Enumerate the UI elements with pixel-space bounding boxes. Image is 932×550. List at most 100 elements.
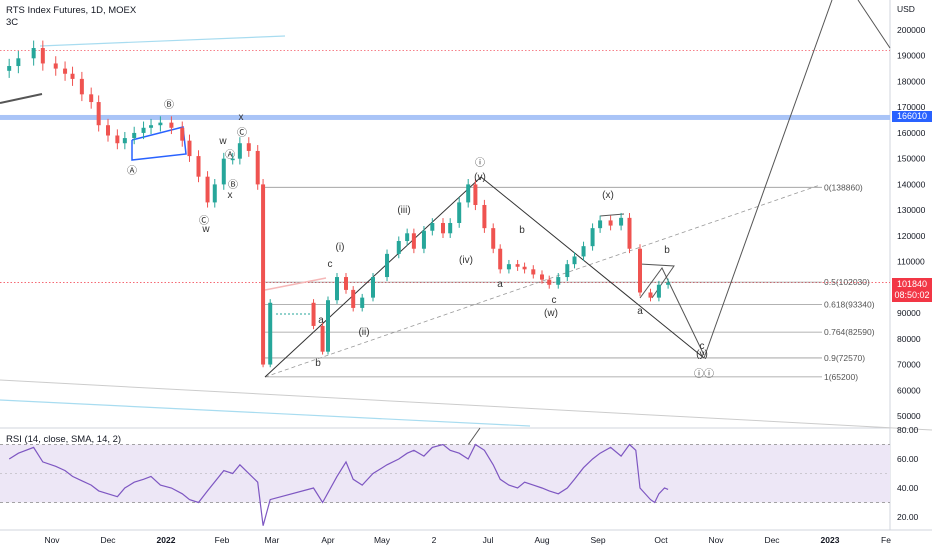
time-tick-label: May xyxy=(374,535,391,545)
time-tick-label: Nov xyxy=(708,535,724,545)
chart-header: RTS Index Futures, 1D, MOEX 3C xyxy=(6,5,136,29)
candle-body xyxy=(132,132,137,139)
candle-body xyxy=(448,223,453,234)
currency-label: USD xyxy=(897,4,915,14)
fib-level-label: 0.9(72570) xyxy=(824,353,865,363)
candle-body xyxy=(115,135,120,144)
wave-label: x xyxy=(228,190,233,201)
candle-body xyxy=(255,150,260,185)
candle-body xyxy=(466,184,471,203)
rsi-indicator-label[interactable]: RSI (14, close, SMA, 14, 2) xyxy=(6,434,122,445)
price-tick-label: 140000 xyxy=(897,179,926,189)
helper-line xyxy=(264,277,327,291)
wave-label: (ii) xyxy=(358,327,369,338)
wave-label: b xyxy=(664,245,670,256)
rsi-tick-label: 20.00 xyxy=(897,512,919,522)
price-tick-label: 120000 xyxy=(897,231,926,241)
candle-body xyxy=(430,223,435,231)
candle-body xyxy=(371,277,375,298)
candle-body xyxy=(335,277,339,301)
candle-body xyxy=(522,266,527,270)
wave-label: w xyxy=(201,224,210,235)
wave-label: b xyxy=(315,358,321,369)
candle-body xyxy=(666,282,671,285)
candle-body xyxy=(540,274,544,280)
candle-body xyxy=(627,217,632,249)
wave-label: Ⓐ xyxy=(225,149,235,161)
level-badge: 166010 xyxy=(892,111,932,122)
price-value: 101840 xyxy=(896,279,928,289)
time-tick-label: Mar xyxy=(265,535,280,545)
candle-body xyxy=(556,277,561,285)
candle-body xyxy=(619,217,624,226)
candle-body xyxy=(531,269,536,275)
candle-body xyxy=(63,68,68,74)
candle-body xyxy=(40,48,45,64)
wave-label: c xyxy=(700,341,705,352)
candle-body xyxy=(598,220,603,229)
candle-body xyxy=(638,248,642,293)
candle-body xyxy=(141,127,146,133)
candle-body xyxy=(506,264,511,270)
candle-body xyxy=(396,241,401,254)
level-line-166010 xyxy=(0,114,890,120)
candle-body xyxy=(187,140,192,157)
candle-body xyxy=(31,48,36,59)
price-tick-label: 110000 xyxy=(897,257,925,267)
candle-body xyxy=(590,228,595,247)
wave-labels: ⒷⒶⒸxwⒶⒷⒸxw(i)cab(ii)(iii)(iv)(v)ⓘbac(w)(… xyxy=(127,99,714,380)
time-tick-label: 2 xyxy=(432,535,437,545)
wave-label: Ⓒ xyxy=(199,215,209,227)
candle-body xyxy=(515,264,520,267)
wave-label: (i) xyxy=(336,242,345,253)
price-tick-label: 180000 xyxy=(897,76,926,86)
price-grid xyxy=(0,0,932,531)
candle-body xyxy=(457,202,462,223)
price-tick-label: 200000 xyxy=(897,25,926,35)
trend-line xyxy=(39,35,286,47)
rsi-pane xyxy=(0,443,890,526)
time-tick-label: 2022 xyxy=(157,535,176,545)
rsi-tick-label: 60.00 xyxy=(897,454,919,464)
time-tick-label: Apr xyxy=(321,535,334,545)
candle-body xyxy=(89,94,94,103)
candle-body xyxy=(482,204,487,229)
triangle-pattern xyxy=(131,126,187,161)
time-tick-label: Aug xyxy=(534,535,549,545)
price-tick-label: 60000 xyxy=(897,385,921,395)
helper-line xyxy=(467,427,481,446)
trend-line xyxy=(0,399,531,427)
time-tick-label: 2023 xyxy=(821,535,840,545)
candle-body xyxy=(441,223,445,234)
wave-label: Ⓒ xyxy=(237,127,247,139)
projection-line xyxy=(703,0,833,359)
fib-level-label: 1(65200) xyxy=(824,372,858,382)
candle-body xyxy=(473,184,478,205)
price-tick-label: 90000 xyxy=(897,308,921,318)
wave-label: x xyxy=(239,112,244,123)
time-tick-label: Dec xyxy=(100,535,116,545)
rsi-line xyxy=(8,443,669,526)
candle-body xyxy=(360,297,365,308)
fib-level-label: 0.618(93340) xyxy=(824,299,875,309)
candle-body xyxy=(53,63,58,69)
price-tick-label: 170000 xyxy=(897,102,926,112)
candle-body xyxy=(122,138,127,144)
candle-body xyxy=(212,184,217,203)
candle-body xyxy=(565,264,570,278)
candle-body xyxy=(96,102,101,126)
trend-line xyxy=(0,379,932,431)
candle-body xyxy=(320,325,325,352)
candle-body xyxy=(268,302,273,365)
wave-label: c xyxy=(328,259,333,270)
candle-body xyxy=(405,233,410,242)
wave-label: b xyxy=(519,225,525,236)
wave-label: a xyxy=(637,306,643,317)
helper-line xyxy=(599,213,625,217)
candles xyxy=(7,40,671,368)
candle-body xyxy=(169,122,174,128)
candle-body xyxy=(498,248,503,270)
wave-label: (x) xyxy=(602,190,614,201)
price-tick-label: 150000 xyxy=(897,154,926,164)
